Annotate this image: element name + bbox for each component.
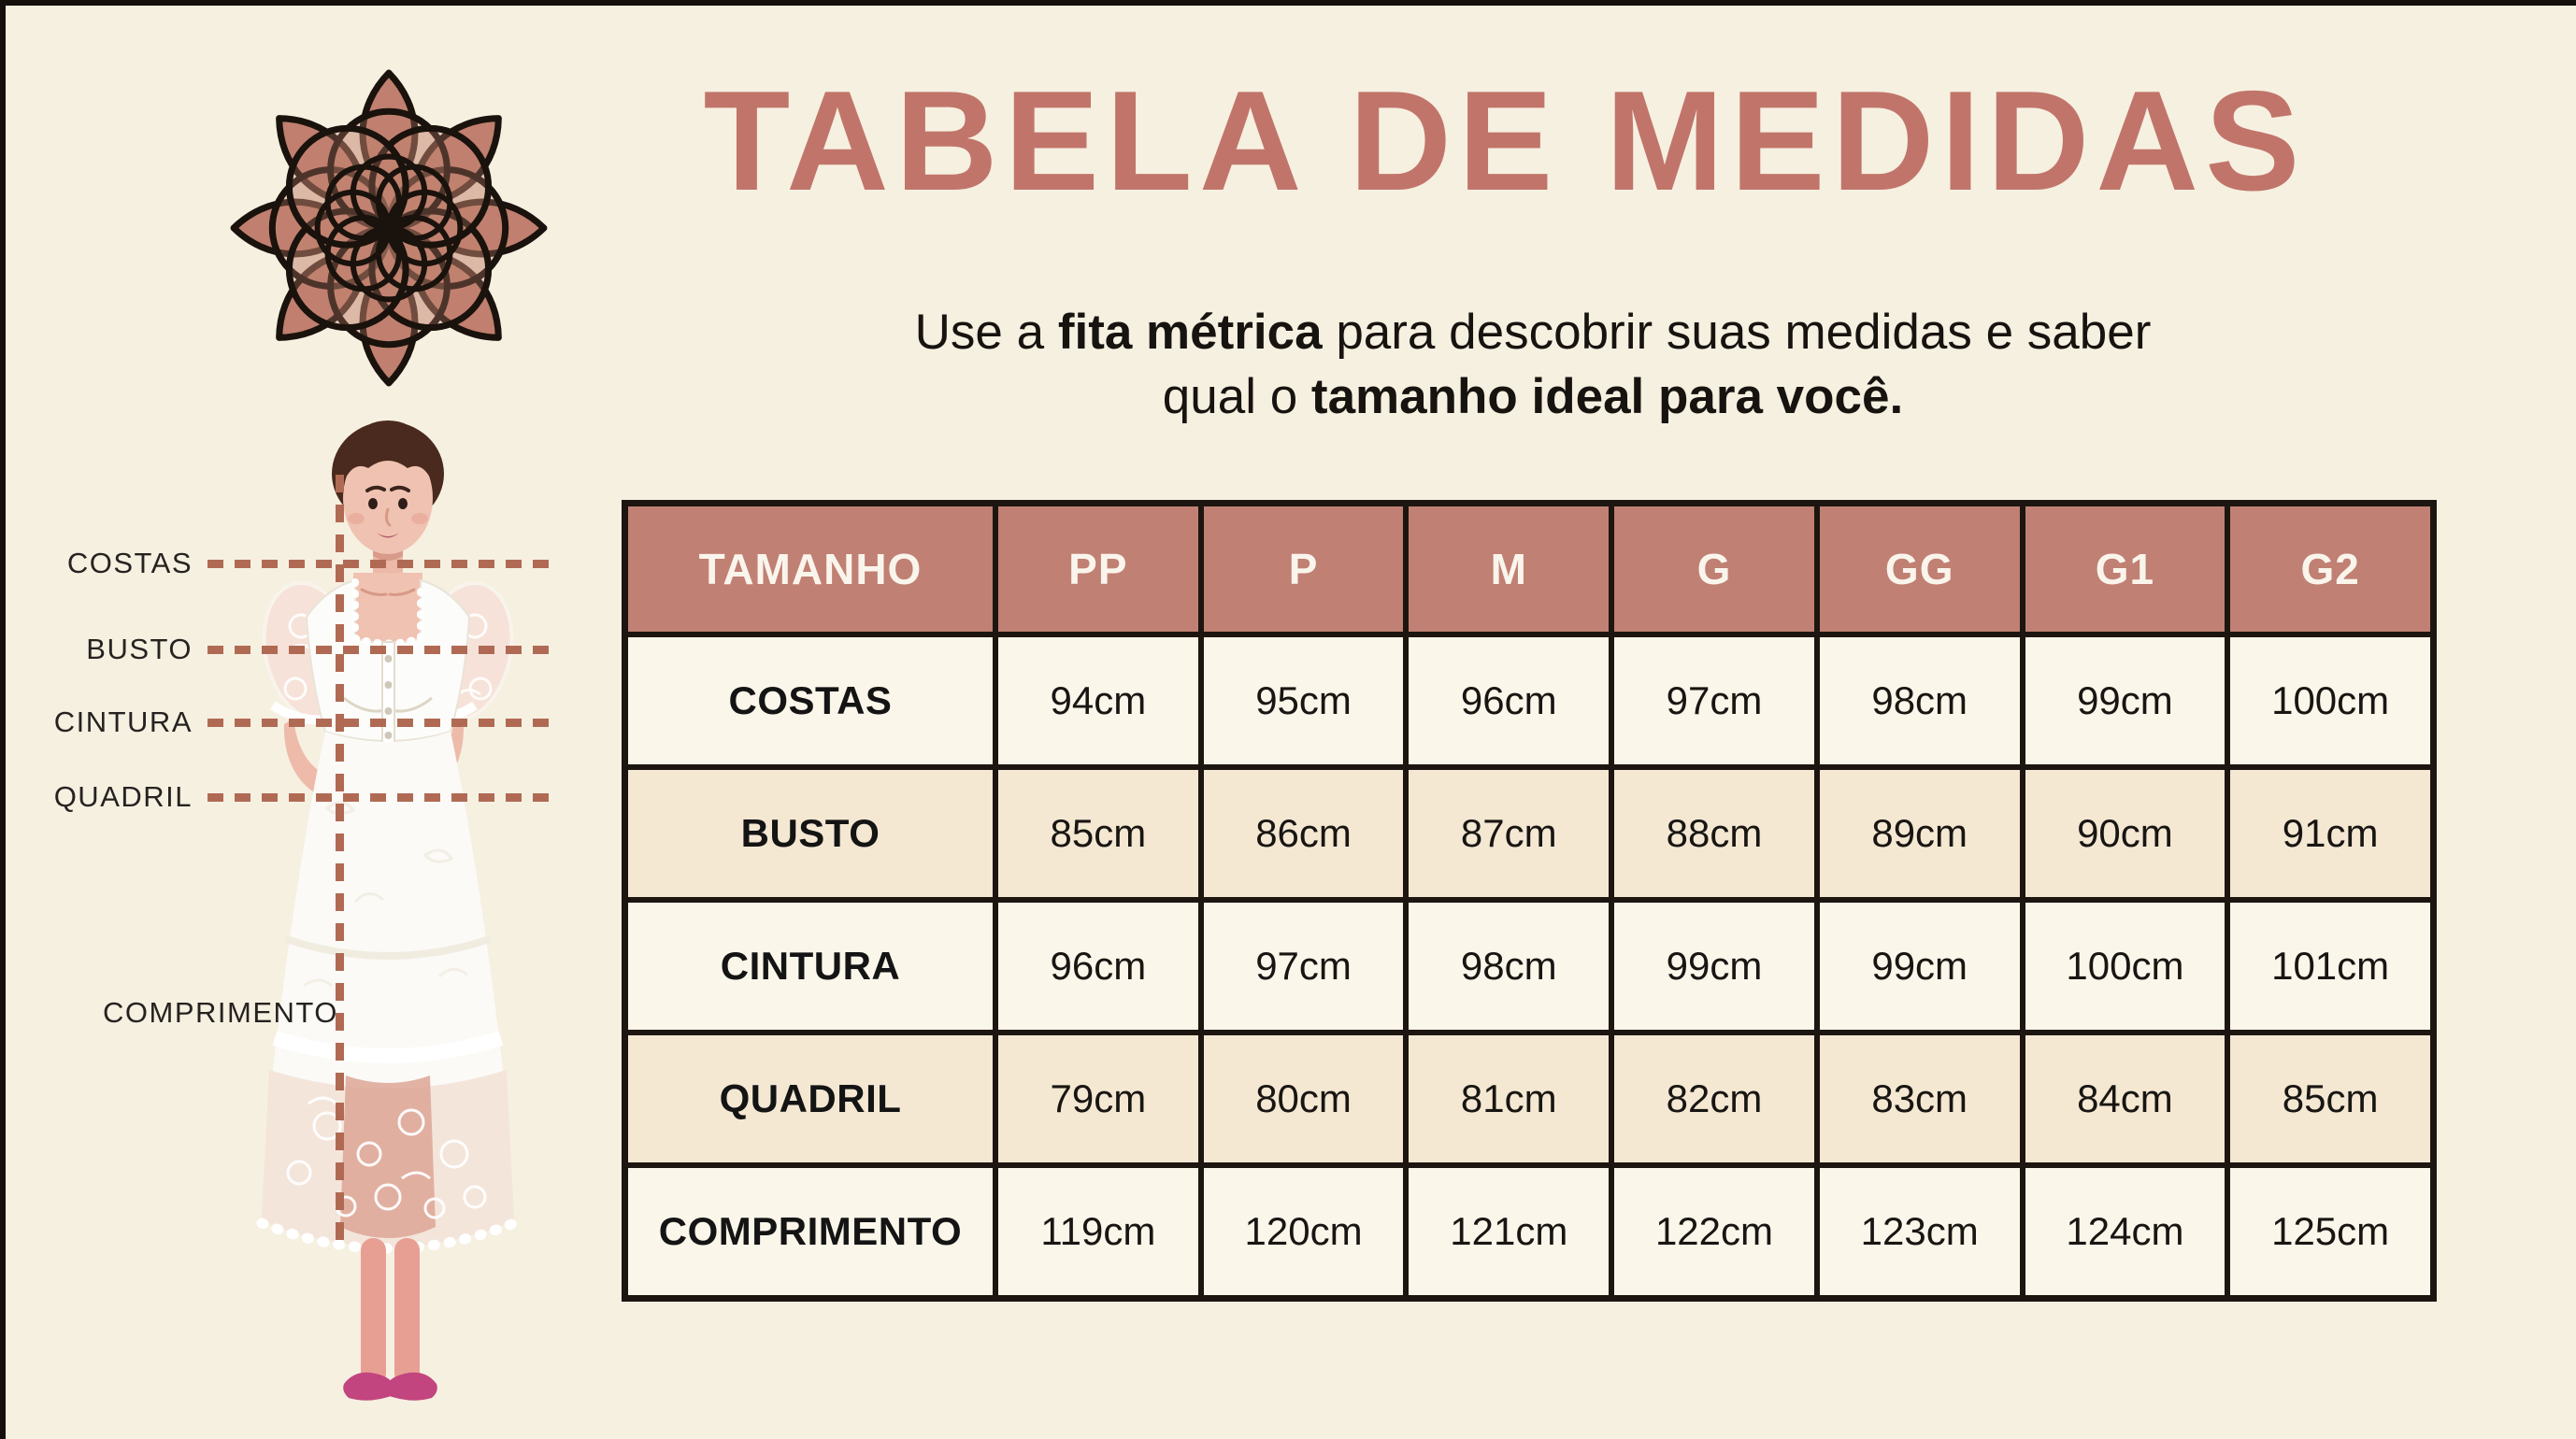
cell-quadril-g1: 84cm [2025,1035,2225,1162]
measure-label-quadril: QUADRIL [53,780,193,813]
cintura-dashed-line [208,719,555,727]
cell-quadril-gg: 83cm [1819,1035,2020,1162]
measure-label-cintura: CINTURA [53,705,193,738]
cell-busto-p: 86cm [1203,770,1404,897]
row-label-busto: BUSTO [628,770,993,897]
lotus-mandala-logo-icon [230,69,548,387]
cell-quadril-g: 82cm [1614,1035,1814,1162]
cell-cintura-m: 98cm [1409,903,1610,1030]
measure-label-costas: COSTAS [66,547,193,579]
cell-costas-p: 95cm [1203,637,1404,764]
cell-costas-pp: 94cm [998,637,1198,764]
subtitle: Use a fita métrica para descobrir suas m… [710,301,2355,430]
subtitle-bold-fita-metrica: fita métrica [1057,305,1323,360]
size-table-header-pp: PP [998,506,1198,632]
row-label-costas: COSTAS [628,637,993,764]
row-label-quadril: QUADRIL [628,1035,993,1162]
size-table-header-tamanho: TAMANHO [628,506,993,632]
page-top-border [0,0,2576,6]
cell-comprimento-g2: 125cm [2230,1168,2430,1295]
size-table-header-m: M [1409,506,1610,632]
measure-label-busto: BUSTO [86,633,193,665]
subtitle-text: para descobrir suas medidas e saber [1322,305,2152,360]
cell-quadril-g2: 85cm [2230,1035,2430,1162]
cell-cintura-g: 99cm [1614,903,1814,1030]
row-label-cintura: CINTURA [628,903,993,1030]
woman-dress-illustration [256,420,520,1401]
cell-busto-pp: 85cm [998,770,1198,897]
cell-costas-g: 97cm [1614,637,1814,764]
size-table-header-p: P [1203,506,1404,632]
busto-dashed-line [208,646,555,654]
cell-cintura-g2: 101cm [2230,903,2430,1030]
cell-cintura-pp: 96cm [998,903,1198,1030]
cell-cintura-g1: 100cm [2025,903,2225,1030]
cell-costas-g2: 100cm [2230,637,2430,764]
page-title: TABELA DE MEDIDAS [703,62,2307,221]
cell-quadril-pp: 79cm [998,1035,1198,1162]
cell-busto-gg: 89cm [1819,770,2020,897]
measure-label-comprimento: COMPRIMENTO [103,996,338,1029]
cell-costas-m: 96cm [1409,637,1610,764]
size-table-header-g: G [1614,506,1814,632]
cell-comprimento-g: 122cm [1614,1168,1814,1295]
cell-quadril-p: 80cm [1203,1035,1404,1162]
cell-comprimento-g1: 124cm [2025,1168,2225,1295]
cell-costas-gg: 98cm [1819,637,2020,764]
cell-cintura-gg: 99cm [1819,903,2020,1030]
size-table-header-g2: G2 [2230,506,2430,632]
size-table-header-g1: G1 [2025,506,2225,632]
comprimento-dashed-line [336,475,344,1248]
page-left-border [0,0,6,1439]
cell-comprimento-gg: 123cm [1819,1168,2020,1295]
subtitle-bold-tamanho-ideal: tamanho ideal para você. [1310,368,1904,424]
row-label-comprimento: COMPRIMENTO [628,1168,993,1295]
cell-quadril-m: 81cm [1409,1035,1610,1162]
size-table: TAMANHO PP P M G GG G1 G2 COSTAS 94cm 95cm 96cm 97cm… [622,500,2437,1302]
quadril-dashed-line [208,793,555,802]
cell-comprimento-p: 120cm [1203,1168,1404,1295]
costas-dashed-line [208,560,555,568]
cell-busto-m: 87cm [1409,770,1610,897]
cell-comprimento-pp: 119cm [998,1168,1198,1295]
cell-costas-g1: 99cm [2025,637,2225,764]
cell-busto-g1: 90cm [2025,770,2225,897]
subtitle-text: qual o [1162,368,1311,424]
cell-cintura-p: 97cm [1203,903,1404,1030]
cell-comprimento-m: 121cm [1409,1168,1610,1295]
cell-busto-g2: 91cm [2230,770,2430,897]
size-table-header-gg: GG [1819,506,2020,632]
cell-busto-g: 88cm [1614,770,1814,897]
subtitle-text: Use a [914,305,1058,360]
